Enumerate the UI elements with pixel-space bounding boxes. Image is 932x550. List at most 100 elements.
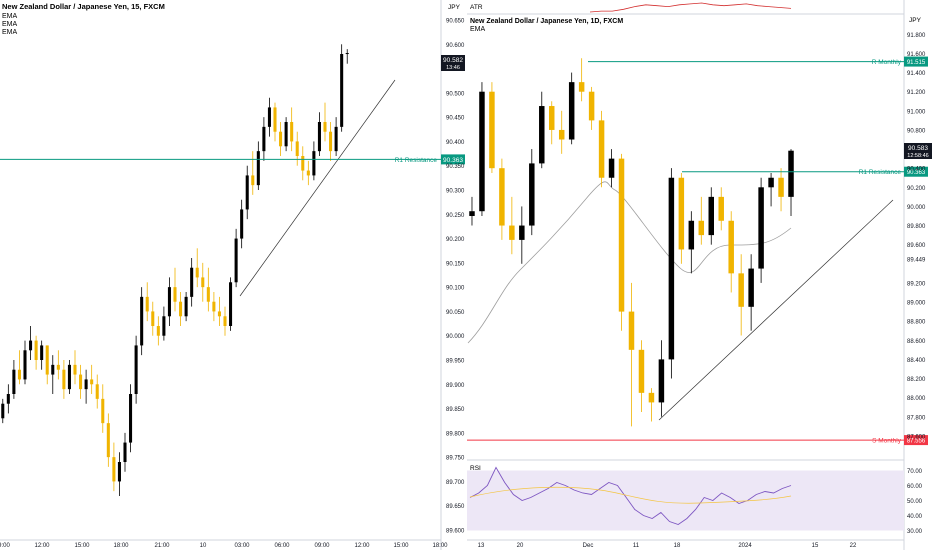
left-candle-body	[273, 107, 277, 132]
left-y-tick: 90.600	[446, 43, 465, 49]
left-candle-body	[84, 379, 88, 390]
right-trendline[interactable]	[658, 199, 894, 421]
left-y-tick: 89.650	[446, 504, 465, 510]
left-candle	[195, 248, 199, 288]
left-candle-body	[179, 301, 183, 317]
right-candle-body	[479, 91, 485, 212]
right-level-tag	[904, 56, 928, 67]
left-x-tick: 12:00	[354, 543, 370, 549]
rsi-label: RSI	[470, 465, 481, 472]
left-candle-body	[323, 122, 327, 132]
left-candle-body	[195, 267, 199, 278]
left-candle-body	[106, 423, 110, 458]
left-candle	[151, 301, 155, 336]
left-candle	[140, 287, 144, 356]
right-candle-body	[728, 220, 734, 274]
left-candle-body	[12, 369, 16, 394]
left-y-tick: 90.400	[446, 140, 465, 146]
left-candle-body	[267, 107, 271, 127]
left-chart-panel[interactable]: New Zealand Dollar / Japanese Yen, 15, F…	[0, 0, 465, 550]
left-candle-body	[112, 457, 116, 482]
left-candle-body	[45, 345, 49, 375]
right-legend-study-1: EMA	[470, 26, 486, 33]
right-x-tick: 2024	[738, 543, 752, 549]
left-candle-body	[312, 151, 316, 176]
left-candle-body	[1, 403, 5, 419]
right-y-tick: 89.800	[907, 224, 926, 230]
right-candle	[568, 72, 575, 145]
left-candle	[45, 345, 49, 385]
right-candle-body	[499, 168, 505, 226]
left-candle-body	[151, 311, 155, 326]
left-candle-body	[167, 287, 171, 317]
right-candle	[658, 340, 665, 417]
left-candle	[79, 364, 83, 399]
right-candle	[529, 149, 535, 236]
left-y-tick: 90.200	[446, 237, 465, 243]
right-candle	[558, 110, 565, 154]
left-candle-body	[217, 311, 221, 317]
left-candle	[167, 277, 171, 326]
left-x-tick: 10	[200, 543, 207, 549]
left-candle	[340, 44, 344, 132]
left-candle	[312, 141, 316, 181]
right-y-tick: 90.200	[907, 186, 926, 192]
left-candle	[17, 350, 21, 385]
left-candle-body	[340, 54, 344, 127]
left-candle	[217, 296, 221, 326]
left-candle-body	[140, 296, 144, 346]
left-candle	[156, 316, 160, 346]
right-level-value: 91.515	[907, 60, 926, 66]
left-candle-body	[201, 277, 205, 288]
left-candle	[201, 262, 205, 302]
left-x-tick: 09:00	[314, 543, 330, 549]
left-candle	[179, 292, 183, 326]
left-y-tick: 89.800	[446, 431, 465, 437]
left-y-tick: 90.300	[446, 189, 465, 195]
right-y-tick: 90.400	[907, 167, 926, 173]
right-y-tick: 89.000	[907, 301, 926, 307]
left-candle-body	[184, 296, 188, 317]
right-candle	[638, 340, 645, 412]
left-candle	[306, 160, 310, 186]
left-candle-body	[79, 374, 83, 390]
left-candle-body	[117, 462, 121, 482]
left-trendline[interactable]	[239, 79, 396, 297]
left-candle	[73, 350, 77, 385]
right-candle	[608, 149, 615, 188]
left-candle-body	[290, 122, 294, 142]
right-candle-body	[509, 225, 515, 240]
right-candle	[738, 254, 744, 336]
right-candle	[469, 196, 475, 226]
right-level-value: 90.363	[907, 170, 926, 176]
right-candle-body	[758, 187, 764, 269]
right-level-label: R Monthly	[872, 59, 902, 66]
left-candle-body	[173, 287, 177, 302]
left-legend-title: New Zealand Dollar / Japanese Yen, 15, F…	[2, 2, 165, 11]
left-candle-body	[279, 131, 283, 147]
right-candle-body	[608, 158, 615, 178]
left-y-tick: 89.700	[446, 480, 465, 486]
left-candle-body	[123, 442, 127, 462]
left-candle-body	[156, 326, 160, 336]
left-candle	[40, 340, 44, 370]
rsi-tick: 30.00	[907, 529, 923, 535]
right-candle	[688, 211, 695, 274]
right-x-tick: 20	[517, 543, 524, 549]
left-candle	[295, 131, 299, 166]
currency-label: JPY	[448, 4, 461, 11]
right-chart-panel[interactable]: ATR JPY JPY New Zealand Dollar / Japanes…	[448, 0, 932, 550]
left-candle	[67, 360, 71, 394]
rsi-tick: 60.00	[907, 484, 923, 490]
right-candle	[578, 58, 585, 102]
left-candle	[245, 165, 249, 220]
left-candle	[162, 306, 166, 341]
left-candle-body	[90, 379, 94, 385]
left-candle	[256, 141, 260, 190]
left-candle	[101, 384, 105, 433]
right-candle-body	[788, 150, 794, 197]
left-candle	[123, 432, 127, 472]
right-candle-body	[638, 349, 645, 393]
right-candle	[499, 158, 505, 240]
